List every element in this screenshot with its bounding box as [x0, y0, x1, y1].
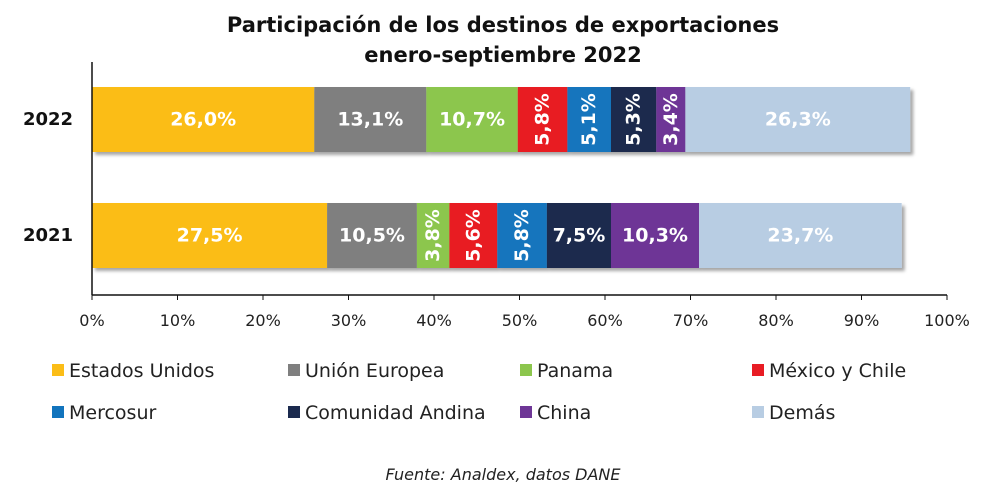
bar-segment-china-2021	[610, 203, 700, 268]
legend-swatch	[52, 406, 64, 418]
legend-label: Unión Europea	[305, 360, 444, 382]
legend-swatch	[52, 364, 64, 376]
legend-swatch	[520, 406, 532, 418]
legend-item-comunidad-andina: Comunidad Andina	[288, 402, 486, 424]
axes: 2022 2021 0% 10% 20% 30% 40% 50% 60% 70% 80% 90% 100…	[23, 62, 970, 330]
legend-item-mexico-y-chile: México y Chile	[752, 360, 906, 382]
legend-item-demas: Demás	[752, 402, 835, 424]
data-label-estados-unidos-2021: 27,5%	[177, 225, 243, 247]
bar-segment-union-europea-2022	[314, 87, 427, 152]
data-label-union-europea-2021: 10,5%	[339, 225, 405, 247]
x-tick-label: 10%	[160, 311, 196, 330]
x-tick-label: 60%	[587, 311, 623, 330]
plot-area: 26,0% 13,1% 10,7% 5,8% 5,1% 5,3% 3,4% 26,3% 27,5…	[92, 87, 911, 268]
legend-swatch	[752, 406, 764, 418]
x-tick-label: 30%	[331, 311, 367, 330]
bar-segment-comunidad-andina-2021	[546, 203, 611, 268]
bar-segment-union-europea-2021	[327, 203, 417, 268]
x-tick-label: 20%	[245, 311, 281, 330]
legend-swatch	[288, 364, 300, 376]
bar-segment-demas-2022	[685, 87, 911, 152]
bar-row-2021: 27,5% 10,5% 3,8% 5,6% 5,8% 7,5% 10,3% 23,7%	[92, 203, 902, 268]
x-tick-label: 80%	[758, 311, 794, 330]
x-tick-label: 0%	[79, 311, 104, 330]
legend-item-union-europea: Unión Europea	[288, 360, 444, 382]
data-label-panama-2022: 10,7%	[439, 109, 505, 131]
data-label-demas-2022: 26,3%	[765, 109, 831, 131]
data-label-comunidad-andina-2022: 5,3%	[623, 93, 645, 146]
bar-segment-china-2022	[656, 87, 686, 152]
bar-segment-mercosur-2021	[497, 203, 547, 268]
x-tick-label: 40%	[416, 311, 452, 330]
legend-label: China	[537, 402, 591, 424]
data-label-estados-unidos-2022: 26,0%	[170, 109, 236, 131]
legend-swatch	[752, 364, 764, 376]
bar-segment-mexico-y-chile-2022	[517, 87, 568, 152]
bar-row-2022: 26,0% 13,1% 10,7% 5,8% 5,1% 5,3% 3,4% 26,3%	[92, 87, 911, 152]
bar-segment-panama-2022	[426, 87, 518, 152]
data-label-mexico-y-chile-2022: 5,8%	[532, 93, 554, 146]
bar-segment-estados-unidos-2022	[92, 87, 315, 152]
data-label-comunidad-andina-2021: 7,5%	[553, 225, 606, 247]
category-label-2022: 2022	[23, 109, 73, 130]
legend-item-mercosur: Mercosur	[52, 402, 156, 424]
bar-segment-demas-2021	[699, 203, 902, 268]
legend-label: Panama	[537, 360, 613, 382]
x-tick-label: 50%	[502, 311, 538, 330]
legend-item-panama: Panama	[520, 360, 613, 382]
legend-label: Estados Unidos	[69, 360, 214, 382]
data-label-union-europea-2022: 13,1%	[337, 109, 403, 131]
bar-segments-2022	[92, 87, 911, 152]
legend-swatch	[520, 364, 532, 376]
chart-subtitle: enero-septiembre 2022	[364, 43, 641, 67]
legend-item-china: China	[520, 402, 591, 424]
bar-segment-panama-2021	[416, 203, 450, 268]
legend-item-estados-unidos: Estados Unidos	[52, 360, 214, 382]
x-tick-label: 100%	[924, 311, 970, 330]
data-label-china-2022: 3,4%	[660, 93, 682, 146]
legend-label: Mercosur	[69, 402, 156, 424]
x-tick-label: 70%	[673, 311, 709, 330]
data-label-panama-2021: 3,8%	[422, 209, 444, 262]
bar-segment-estados-unidos-2021	[92, 203, 328, 268]
data-label-mexico-y-chile-2021: 5,6%	[462, 209, 484, 262]
data-label-mercosur-2022: 5,1%	[578, 93, 600, 146]
data-label-china-2021: 10,3%	[622, 225, 688, 247]
data-label-mercosur-2021: 5,8%	[511, 209, 533, 262]
x-tick-label: 90%	[844, 311, 880, 330]
source-note: Fuente: Analdex, datos DANE	[385, 465, 621, 484]
bar-segment-comunidad-andina-2022	[610, 87, 657, 152]
legend-label: Demás	[769, 402, 835, 424]
data-label-demas-2021: 23,7%	[767, 225, 833, 247]
legend-swatch	[288, 406, 300, 418]
legend: Estados Unidos Unión Europea Panama México …	[52, 360, 906, 424]
bar-segment-mercosur-2022	[567, 87, 611, 152]
legend-label: México y Chile	[769, 360, 906, 382]
bar-segments-2021	[92, 203, 902, 268]
legend-label: Comunidad Andina	[305, 402, 486, 424]
bar-segment-mexico-y-chile-2021	[449, 203, 498, 268]
category-label-2021: 2021	[23, 225, 73, 246]
chart-title: Participación de los destinos de exporta…	[227, 13, 779, 37]
